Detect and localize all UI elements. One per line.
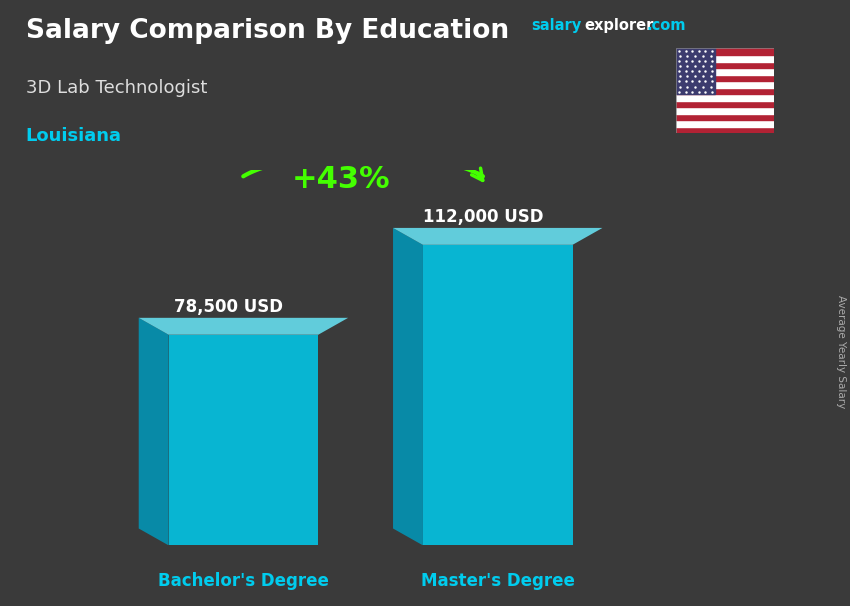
Bar: [676, 94, 774, 101]
Bar: [676, 62, 774, 68]
Text: explorer: explorer: [584, 18, 654, 33]
Polygon shape: [393, 228, 423, 545]
Text: 3D Lab Technologist: 3D Lab Technologist: [26, 79, 207, 97]
Text: +43%: +43%: [292, 165, 390, 193]
Bar: [676, 48, 774, 55]
Text: salary: salary: [531, 18, 581, 33]
Text: Salary Comparison By Education: Salary Comparison By Education: [26, 18, 508, 44]
Polygon shape: [139, 318, 348, 335]
Bar: [676, 48, 715, 94]
Bar: [676, 88, 774, 94]
Text: Bachelor's Degree: Bachelor's Degree: [158, 571, 329, 590]
Polygon shape: [393, 228, 603, 245]
Polygon shape: [423, 245, 573, 545]
Bar: [676, 120, 774, 127]
Polygon shape: [168, 335, 318, 545]
Bar: [676, 107, 774, 114]
Bar: [676, 81, 774, 88]
Bar: [676, 55, 774, 62]
Text: .com: .com: [646, 18, 685, 33]
Bar: [676, 114, 774, 120]
Text: 112,000 USD: 112,000 USD: [422, 208, 543, 226]
Bar: [676, 68, 774, 75]
Text: 78,500 USD: 78,500 USD: [174, 298, 283, 316]
Polygon shape: [139, 318, 168, 545]
Bar: [676, 101, 774, 107]
Text: Louisiana: Louisiana: [26, 127, 122, 145]
Bar: [676, 75, 774, 81]
Text: Master's Degree: Master's Degree: [421, 571, 575, 590]
Bar: [676, 127, 774, 133]
Text: Average Yearly Salary: Average Yearly Salary: [836, 295, 846, 408]
